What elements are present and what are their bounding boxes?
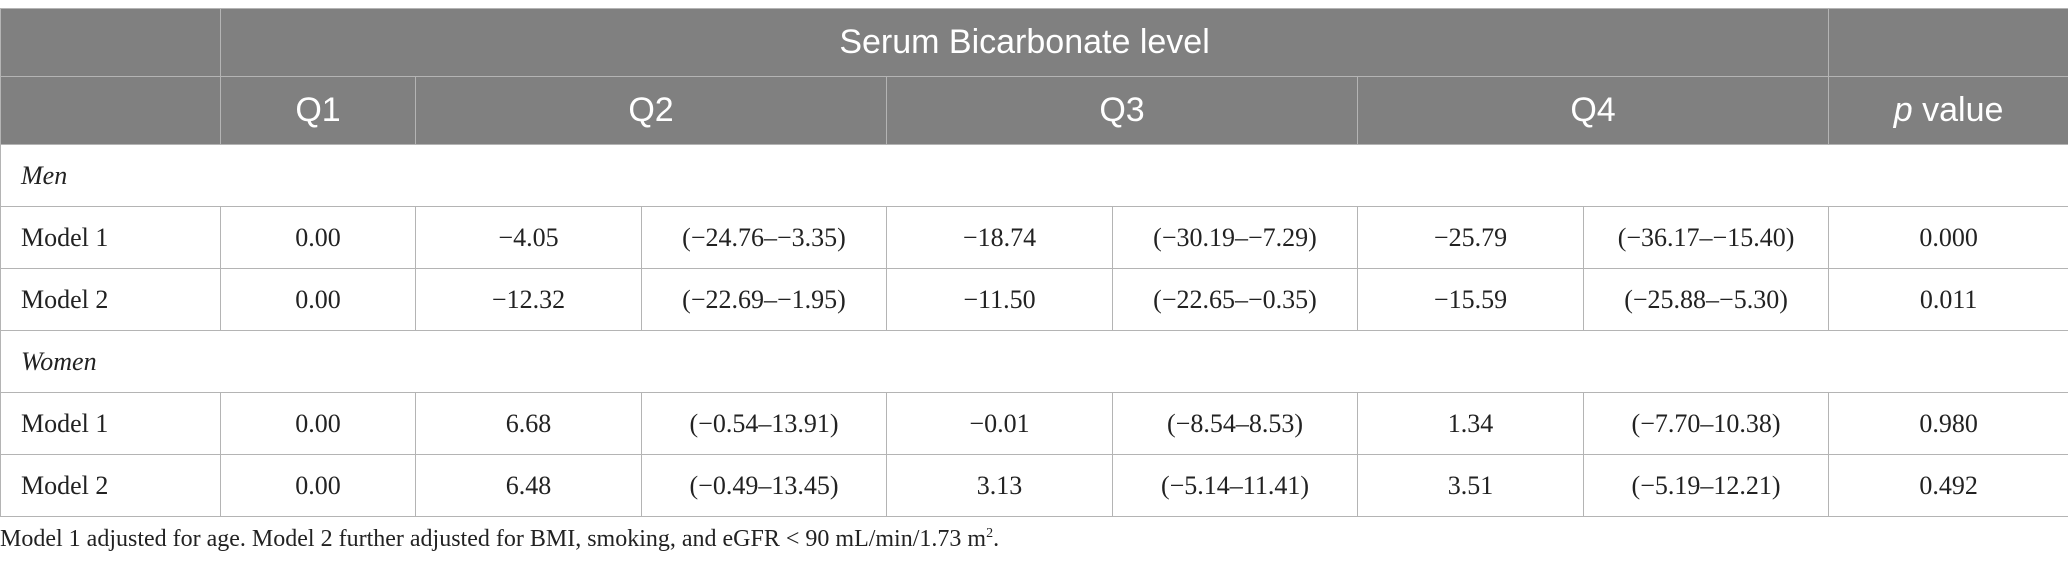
table-row: Model 2 0.00 6.48 (−0.49–13.45) 3.13 (−5… (0, 454, 2068, 517)
cell-q3-ci: (−22.65–−0.35) (1112, 268, 1358, 331)
cell-q3: −11.50 (886, 268, 1113, 331)
cell-q1: 0.00 (220, 454, 416, 517)
cell-q4: 3.51 (1357, 454, 1584, 517)
cell-pvalue: 0.000 (1828, 206, 2068, 269)
header-q1: Q1 (220, 76, 416, 145)
cell-q1: 0.00 (220, 268, 416, 331)
group-row-men: Men (0, 144, 2068, 207)
cell-q1: 0.00 (220, 206, 416, 269)
header-q4: Q4 (1356, 76, 1830, 145)
row-label: Model 2 (0, 454, 221, 517)
cell-q3-ci: (−8.54–8.53) (1112, 392, 1358, 455)
cell-q3-ci: (−30.19–−7.29) (1112, 206, 1358, 269)
cell-q2-ci: (−0.49–13.45) (641, 454, 887, 517)
row-label: Model 1 (0, 206, 221, 269)
cell-q4-ci: (−25.88–−5.30) (1582, 268, 1830, 331)
table-row: Model 2 0.00 −12.32 (−22.69–−1.95) −11.5… (0, 268, 2068, 331)
header-q2: Q2 (415, 76, 887, 145)
header-corner-cell (0, 8, 221, 77)
results-table: Serum Bicarbonate level Q1 Q2 Q3 Q4 p va… (0, 8, 2068, 517)
cell-pvalue: 0.011 (1828, 268, 2068, 331)
cell-q2: 6.48 (415, 454, 642, 517)
table-row: Model 1 0.00 −4.05 (−24.76–−3.35) −18.74… (0, 206, 2068, 269)
cell-q2: −12.32 (415, 268, 642, 331)
cell-q2: −4.05 (415, 206, 642, 269)
cell-q4: −25.79 (1357, 206, 1584, 269)
cell-q2: 6.68 (415, 392, 642, 455)
group-label-women: Women (0, 330, 2068, 393)
cell-q3: 3.13 (886, 454, 1113, 517)
cell-q4-ci: (−36.17–−15.40) (1582, 206, 1830, 269)
cell-q4-ci: (−7.70–10.38) (1582, 392, 1830, 455)
cell-q4: 1.34 (1357, 392, 1584, 455)
row-label: Model 1 (0, 392, 221, 455)
header-row-2: Q1 Q2 Q3 Q4 p value (0, 76, 2068, 145)
cell-q4: −15.59 (1357, 268, 1584, 331)
cell-q2-ci: (−24.76–−3.35) (641, 206, 887, 269)
cell-q4-ci: (−5.19–12.21) (1582, 454, 1830, 517)
table-footnote: Model 1 adjusted for age. Model 2 furthe… (0, 526, 1000, 552)
header-blank-cell (0, 76, 221, 145)
cell-q2-ci: (−0.54–13.91) (641, 392, 887, 455)
row-label: Model 2 (0, 268, 221, 331)
cell-q2-ci: (−22.69–−1.95) (641, 268, 887, 331)
cell-q3: −0.01 (886, 392, 1113, 455)
header-q3: Q3 (886, 76, 1358, 145)
cell-q3: −18.74 (886, 206, 1113, 269)
cell-pvalue: 0.980 (1828, 392, 2068, 455)
table-row: Model 1 0.00 6.68 (−0.54–13.91) −0.01 (−… (0, 392, 2068, 455)
header-pvalue: p value (1828, 76, 2068, 145)
header-title: Serum Bicarbonate level (219, 8, 1830, 77)
header-row-1: Serum Bicarbonate level (0, 8, 2068, 77)
header-pvalue-top-cell (1828, 8, 2068, 77)
group-row-women: Women (0, 330, 2068, 393)
cell-q1: 0.00 (220, 392, 416, 455)
group-label-men: Men (0, 144, 2068, 207)
cell-pvalue: 0.492 (1828, 454, 2068, 517)
cell-q3-ci: (−5.14–11.41) (1112, 454, 1358, 517)
